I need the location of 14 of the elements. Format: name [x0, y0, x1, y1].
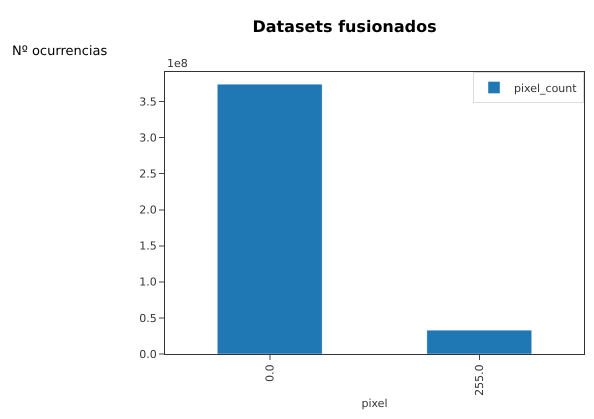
y-tick-label: 1.5 — [139, 240, 157, 253]
legend-label: pixel_count — [514, 82, 578, 95]
y-tick-label: 3.0 — [139, 131, 157, 144]
y-tick-label: 0.5 — [139, 312, 157, 325]
y-tick-label: 2.0 — [139, 204, 157, 217]
y-tick-label: 0.0 — [139, 348, 157, 361]
y-tick-label: 2.5 — [139, 168, 157, 181]
y-tick-label: 3.5 — [139, 95, 157, 108]
y-axis-title: Nº ocurrencias — [12, 44, 108, 59]
chart-title: Datasets fusionados — [252, 17, 437, 36]
x-tick-label: 255.0 — [472, 364, 486, 396]
text: 1e8 — [167, 57, 188, 70]
y-tick-label: 1.0 — [139, 276, 157, 289]
x-axis-title: pixel — [361, 397, 388, 410]
